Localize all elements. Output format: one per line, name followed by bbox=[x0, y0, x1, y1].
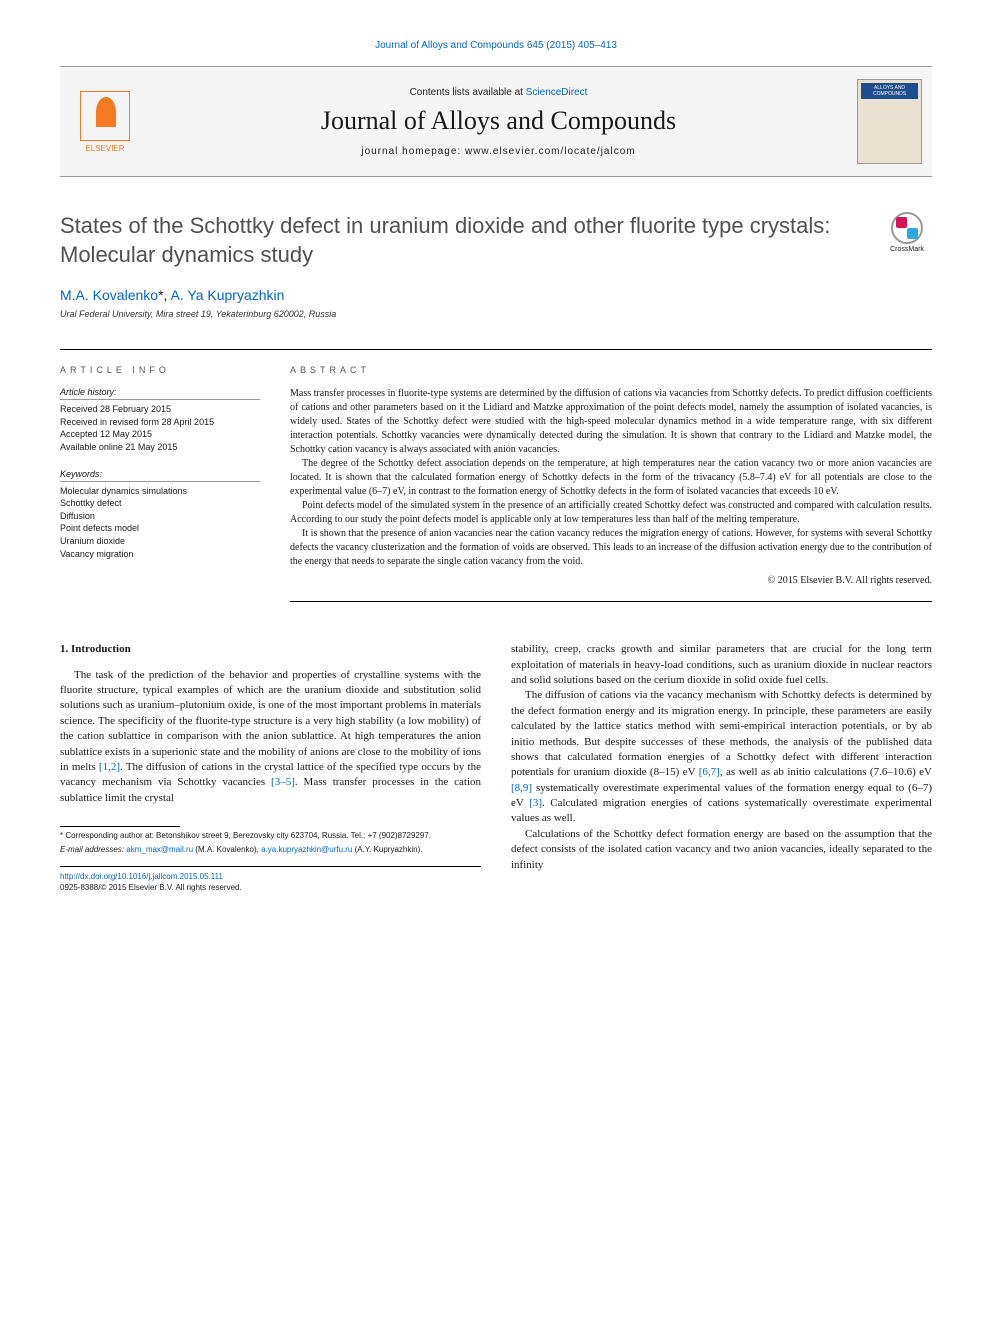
journal-name: Journal of Alloys and Compounds bbox=[140, 106, 857, 136]
elsevier-tree-icon bbox=[80, 91, 130, 141]
sciencedirect-link[interactable]: ScienceDirect bbox=[526, 87, 588, 98]
body-para-2: stability, creep, cracks growth and simi… bbox=[511, 642, 932, 688]
elsevier-logo: ELSEVIER bbox=[70, 82, 140, 162]
abstract-p2: The degree of the Schottky defect associ… bbox=[290, 457, 932, 499]
info-heading: ARTICLE INFO bbox=[60, 365, 260, 375]
ref-67[interactable]: [6,7] bbox=[699, 766, 720, 778]
article-info: ARTICLE INFO Article history: Received 2… bbox=[60, 350, 260, 602]
affiliation: Ural Federal University, Mira street 19,… bbox=[60, 309, 932, 319]
body-col-left: 1. Introduction The task of the predicti… bbox=[60, 642, 481, 893]
ref-12[interactable]: [1,2] bbox=[99, 761, 120, 773]
body-para-3: The diffusion of cations via the vacancy… bbox=[511, 688, 932, 827]
contents-prefix: Contents lists available at bbox=[410, 87, 526, 98]
citation-line: Journal of Alloys and Compounds 645 (201… bbox=[60, 40, 932, 51]
article-title: States of the Schottky defect in uranium… bbox=[60, 212, 862, 269]
ref-89[interactable]: [8,9] bbox=[511, 782, 532, 794]
email-2[interactable]: a.ya.kupryazhkin@urfu.ru bbox=[261, 845, 352, 854]
elsevier-label: ELSEVIER bbox=[85, 144, 124, 153]
email-footnote: E-mail addresses: akm_max@mail.ru (M.A. … bbox=[60, 845, 481, 855]
crossmark-icon bbox=[891, 212, 923, 244]
abstract-p1: Mass transfer processes in fluorite-type… bbox=[290, 387, 932, 457]
abstract: ABSTRACT Mass transfer processes in fluo… bbox=[290, 350, 932, 602]
abstract-heading: ABSTRACT bbox=[290, 365, 932, 375]
footnote-separator bbox=[60, 826, 180, 827]
doi-link[interactable]: http://dx.doi.org/10.1016/j.jallcom.2015… bbox=[60, 872, 223, 881]
author-sep: , bbox=[164, 287, 171, 303]
abstract-p4: It is shown that the presence of anion v… bbox=[290, 527, 932, 569]
ref-35[interactable]: [3–5] bbox=[271, 776, 295, 788]
crossmark-badge[interactable]: CrossMark bbox=[882, 212, 932, 262]
doi-block: http://dx.doi.org/10.1016/j.jallcom.2015… bbox=[60, 866, 481, 893]
abstract-copyright: © 2015 Elsevier B.V. All rights reserved… bbox=[290, 575, 932, 586]
history-text: Received 28 February 2015 Received in re… bbox=[60, 403, 260, 453]
author-1[interactable]: M.A. Kovalenko bbox=[60, 287, 158, 303]
cover-title: ALLOYS AND COMPOUNDS bbox=[861, 83, 918, 99]
body-para-1: The task of the prediction of the behavi… bbox=[60, 668, 481, 807]
keywords-head: Keywords: bbox=[60, 469, 260, 482]
contents-line: Contents lists available at ScienceDirec… bbox=[140, 87, 857, 98]
homepage-line: journal homepage: www.elsevier.com/locat… bbox=[140, 146, 857, 157]
issn-line: 0925-8388/© 2015 Elsevier B.V. All right… bbox=[60, 883, 242, 892]
section-1-heading: 1. Introduction bbox=[60, 642, 481, 657]
body-col-right: stability, creep, cracks growth and simi… bbox=[511, 642, 932, 893]
body-para-4: Calculations of the Schottky defect form… bbox=[511, 827, 932, 873]
authors: M.A. Kovalenko*, A. Ya Kupryazhkin bbox=[60, 287, 932, 303]
journal-cover-icon: ALLOYS AND COMPOUNDS bbox=[857, 79, 922, 164]
keywords-text: Molecular dynamics simulations Schottky … bbox=[60, 485, 260, 561]
crossmark-label: CrossMark bbox=[890, 246, 924, 253]
email-1[interactable]: akm_max@mail.ru bbox=[126, 845, 193, 854]
ref-3[interactable]: [3] bbox=[529, 797, 542, 809]
abstract-p3: Point defects model of the simulated sys… bbox=[290, 499, 932, 527]
journal-header: ELSEVIER Contents lists available at Sci… bbox=[60, 66, 932, 177]
corr-footnote: * Corresponding author at: Betonshikov s… bbox=[60, 831, 481, 841]
author-2[interactable]: A. Ya Kupryazhkin bbox=[171, 287, 285, 303]
history-head: Article history: bbox=[60, 387, 260, 400]
